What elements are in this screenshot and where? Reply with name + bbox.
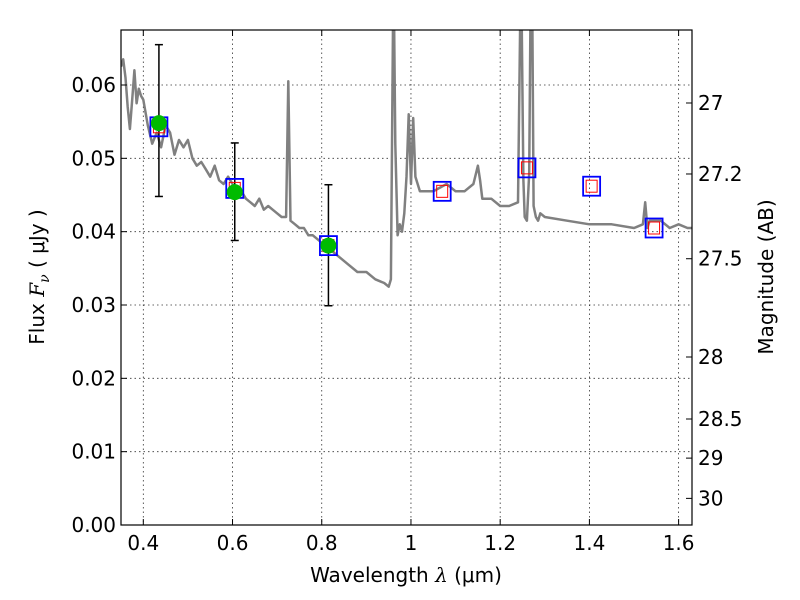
mag-tick-label: 29 [698, 446, 723, 470]
y-tick-label: 0.00 [71, 513, 116, 537]
model-point-inner [648, 221, 661, 235]
x-tick-label: 0.4 [127, 531, 159, 555]
model-point-box [432, 180, 452, 202]
observed-point [320, 237, 337, 254]
sed-spectrum-line [121, 30, 692, 288]
observed-point [226, 184, 243, 201]
x-tick-label: 1.4 [573, 531, 605, 555]
y2-axis-label: Magnitude (AB) [754, 199, 778, 354]
mag-tick-label: 27 [698, 91, 723, 115]
grid [121, 30, 692, 525]
y-axis-label: Flux Fν ( μJy ) [25, 209, 53, 344]
mag-tick-label: 28 [698, 345, 723, 369]
model-point-inner [520, 161, 533, 175]
y-tick-label: 0.03 [71, 293, 116, 317]
model-point-box [582, 175, 602, 197]
y-tick-label: 0.04 [71, 220, 116, 244]
mag-tick-label: 28.5 [698, 407, 743, 431]
model-point-box [517, 157, 537, 179]
x-tick-label: 1.2 [484, 531, 516, 555]
y-tick-label: 0.05 [71, 146, 116, 170]
model-point-inner [436, 184, 449, 198]
x-tick-label: 1 [405, 531, 418, 555]
model-point-box [319, 235, 338, 257]
mag-tick-label: 30 [698, 486, 723, 510]
x-tick-label: 1.6 [663, 531, 695, 555]
plot-area [121, 30, 692, 307]
y-tick-label: 0.06 [71, 73, 116, 97]
axis-ticks: 0.4 0.6 0.8 1 1.2 1.4 1.6 0.00 0.01 0.02 0.03 0.04 0… [71, 30, 743, 555]
model-point-inner [585, 179, 598, 193]
y-tick-label: 0.02 [71, 366, 116, 390]
x-tick-label: 0.6 [217, 531, 249, 555]
axes-frame [120, 29, 693, 526]
model-point-box [644, 217, 664, 239]
y-tick-label: 0.01 [71, 440, 116, 464]
x-axis-label: Wavelength λ (μm) [310, 563, 502, 587]
mag-tick-label: 27.2 [698, 162, 743, 186]
observed-point [150, 115, 167, 132]
mag-tick-label: 27.5 [698, 247, 743, 271]
x-tick-label: 0.8 [306, 531, 338, 555]
